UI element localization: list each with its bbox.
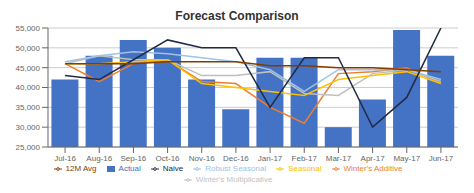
svg-text:Nov-16: Nov-16	[189, 154, 215, 163]
svg-text:55,000: 55,000	[16, 24, 41, 33]
svg-text:Aug-16: Aug-16	[86, 154, 112, 163]
svg-text:Apr-17: Apr-17	[361, 154, 386, 163]
svg-text:Jan-17: Jan-17	[258, 154, 283, 163]
html-text:Actual: Actual	[118, 164, 141, 173]
html-text:Seasonal: Seasonal	[288, 164, 322, 173]
svg-text:Feb-17: Feb-17	[292, 154, 318, 163]
html-text:12M Avg: 12M Avg	[65, 164, 97, 173]
svg-text:30,000: 30,000	[16, 123, 41, 132]
html-text:Naive: Naive	[162, 164, 184, 173]
svg-text:50,000: 50,000	[16, 44, 41, 53]
svg-text:35,000: 35,000	[16, 103, 41, 112]
html-text:Robust Seasonal: Robust Seasonal	[205, 164, 267, 173]
html-text:Winter's Multiplicative: Winter's Multiplicative	[195, 175, 273, 184]
svg-text:Dec-16: Dec-16	[223, 154, 249, 163]
svg-text:Jul-16: Jul-16	[54, 154, 76, 163]
svg-text:Oct-16: Oct-16	[156, 154, 181, 163]
svg-text:Jun-17: Jun-17	[429, 154, 454, 163]
svg-text:May-17: May-17	[393, 154, 420, 163]
html-text:Winter's Additive: Winter's Additive	[343, 164, 403, 173]
svg-text:Mar-17: Mar-17	[326, 154, 352, 163]
svg-text:45,000: 45,000	[16, 64, 41, 73]
svg-text:40,000: 40,000	[16, 83, 41, 92]
svg-text:Sep-16: Sep-16	[121, 154, 147, 163]
svg-text:25,000: 25,000	[16, 143, 41, 152]
html-text:Forecast Comparison: Forecast Comparison	[175, 9, 299, 23]
